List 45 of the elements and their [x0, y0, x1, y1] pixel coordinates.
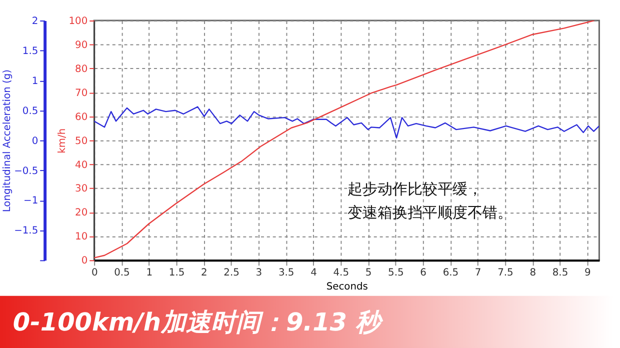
y-axis-title: Longitudinal Acceleration (g) [2, 69, 14, 212]
x-tick-label: 1.5 [168, 268, 185, 279]
y2-tick-label: 100 [68, 16, 88, 27]
x-tick-label: 6.5 [442, 268, 459, 279]
text: 0-100km/h加速时间：9.13 秒 [12, 308, 384, 336]
x-tick-label: 5.5 [388, 268, 404, 279]
y-tick-label: 0 [32, 136, 38, 147]
y-tick-label: 2 [32, 16, 38, 27]
y2-tick-label: 60 [75, 112, 88, 123]
y-tick-label: 1 [32, 76, 38, 87]
x-tick-label: 1 [146, 268, 153, 279]
x-tick-label: 9 [584, 268, 591, 279]
line-series [94, 106, 600, 139]
y2-tick-label: 20 [75, 208, 88, 219]
x-tick-label: 8 [530, 268, 536, 279]
x-tick-label: 3.5 [278, 268, 294, 279]
y2-tick-label: 40 [75, 160, 88, 171]
y-tick-label: 1.5 [22, 46, 38, 57]
x-tick-label: 0.5 [114, 268, 130, 279]
x-axis-title: Seconds [326, 281, 368, 292]
y2-tick-label: 10 [75, 232, 88, 243]
y-tick-label: −1 [24, 196, 38, 207]
y2-tick-label: 50 [75, 136, 88, 147]
y2-axis-title: km/h [56, 128, 68, 154]
x-tick-label: 3 [256, 268, 262, 279]
x-tick-label: 2.5 [224, 268, 240, 279]
y2-tick-label: 70 [75, 88, 88, 99]
x-tick-label: 8.5 [552, 268, 568, 279]
y2-tick-label: 80 [75, 64, 88, 75]
y2-tick-label: 30 [75, 184, 88, 195]
x-tick-label: 2 [201, 268, 208, 279]
x-tick-label: 0 [91, 268, 98, 279]
x-tick-label: 6 [420, 268, 426, 279]
annotation: 变速箱换挡平顺度不错。 [348, 204, 513, 222]
y2-tick-label: 90 [75, 40, 88, 51]
annotation: 起步动作比较平缓， [348, 180, 483, 198]
y-tick-label: −0.5 [14, 166, 38, 177]
x-tick-label: 4.5 [333, 268, 349, 279]
y-tick-label: −1.5 [14, 226, 38, 237]
x-tick-label: 4 [310, 268, 317, 279]
x-tick-label: 7 [474, 268, 482, 279]
x-tick-label: 5 [365, 268, 372, 279]
y-tick-label: 0.5 [22, 106, 38, 117]
x-tick-label: 7.5 [498, 268, 514, 279]
y2-tick-label: 0 [81, 256, 88, 267]
